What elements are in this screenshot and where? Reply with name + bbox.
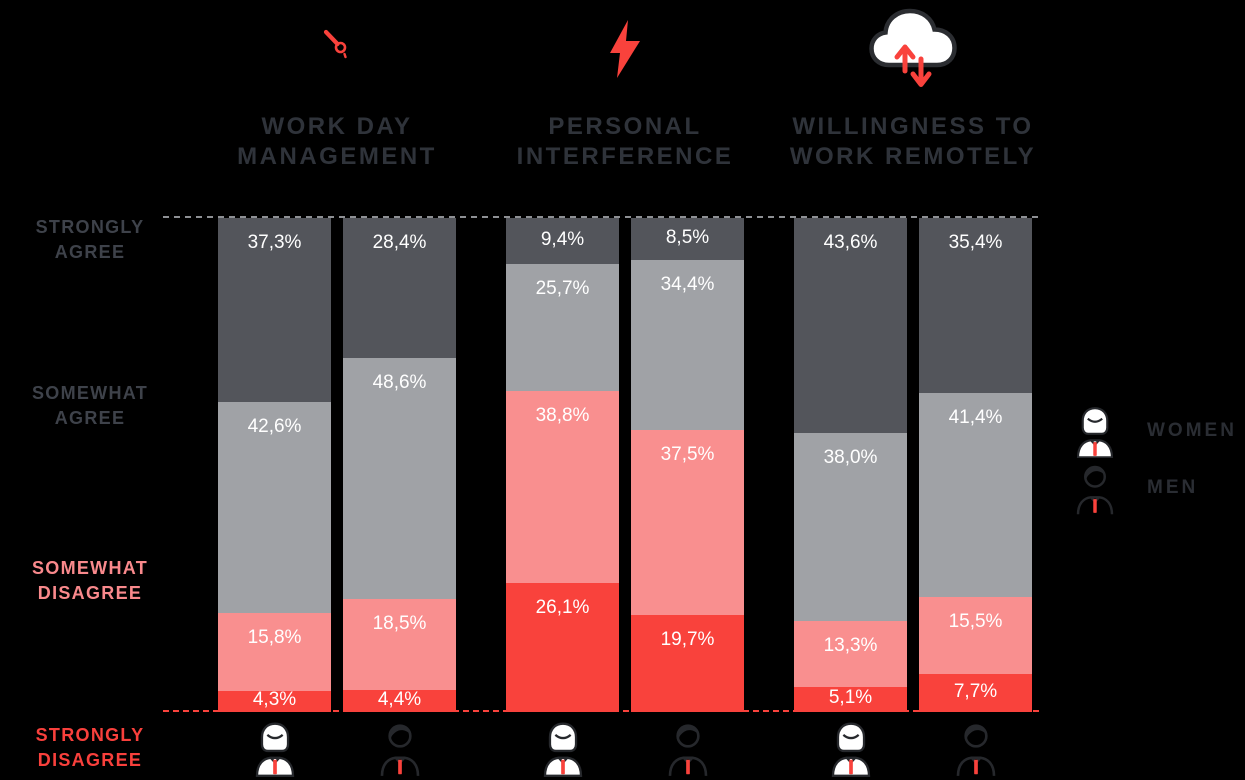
woman-icon-axis-wrap — [828, 721, 874, 780]
value-label: 28,4% — [372, 232, 427, 253]
value-label: 35,4% — [948, 232, 1003, 253]
man-icon — [956, 724, 995, 776]
lightning-icon — [610, 20, 640, 78]
woman-icon — [1076, 407, 1114, 459]
value-label: 37,3% — [247, 232, 302, 253]
segment-somewhat-disagree: 37,5% — [631, 429, 744, 615]
segment-somewhat-disagree: 15,8% — [218, 612, 331, 691]
value-label: 7,7% — [953, 680, 998, 702]
segment-strongly-disagree: 4,3% — [218, 689, 331, 712]
bar-men-0: 28,4% 48,6% 18,5% 4,4% — [343, 218, 456, 712]
value-label: 37,5% — [660, 443, 715, 465]
lightning-icon-wrap — [610, 20, 640, 83]
group-header-2: WILLINGNESS TO WORK REMOTELY — [789, 113, 1037, 170]
segment-somewhat-disagree: 38,8% — [506, 391, 619, 584]
segment-strongly-agree: 9,4% — [506, 218, 619, 265]
row-label-0: STRONGLY AGREE — [35, 217, 145, 262]
woman-icon — [255, 722, 294, 777]
segment-somewhat-agree: 34,4% — [631, 259, 744, 430]
row-label-2: SOMEWHAT DISAGREE — [31, 558, 149, 603]
cloud-sync-icon-wrap — [868, 5, 958, 98]
segment-strongly-agree: 43,6% — [794, 218, 907, 434]
value-label: 5,1% — [828, 687, 873, 709]
value-label: 38,0% — [823, 447, 878, 469]
bar-women-0: 37,3% 42,6% 15,8% 4,3% — [218, 218, 331, 712]
segment-somewhat-disagree: 13,3% — [794, 621, 907, 687]
value-label: 34,4% — [660, 273, 715, 295]
woman-icon-axis-wrap — [252, 721, 298, 780]
cloud-sync-icon — [869, 8, 957, 87]
man-icon-axis-wrap — [377, 721, 423, 780]
man-icon — [668, 724, 707, 776]
value-label: 4,4% — [377, 689, 422, 711]
segment-strongly-agree: 28,4% — [343, 218, 456, 359]
man-icon-axis-wrap — [953, 721, 999, 780]
segment-somewhat-agree: 38,0% — [794, 433, 907, 622]
value-label: 15,5% — [948, 611, 1003, 633]
man-icon-legend-wrap — [1072, 463, 1118, 520]
segment-strongly-agree: 37,3% — [218, 218, 331, 403]
clock-hands-icon — [323, 29, 347, 59]
segment-strongly-disagree: 5,1% — [794, 686, 907, 712]
value-label: 41,4% — [948, 406, 1003, 428]
value-label: 48,6% — [372, 372, 427, 394]
value-label: 4,3% — [252, 689, 297, 711]
top-dashed-line — [163, 216, 1040, 218]
value-label: 13,3% — [823, 635, 878, 657]
clock-hands-icon-wrap — [321, 26, 353, 67]
legend-label-men: MEN — [1147, 477, 1199, 498]
bar-men-1: 8,5% 34,4% 37,5% 19,7% — [631, 218, 744, 712]
segment-somewhat-disagree: 18,5% — [343, 598, 456, 691]
value-label: 38,8% — [535, 405, 590, 427]
segment-strongly-disagree: 4,4% — [343, 689, 456, 712]
woman-icon-axis-wrap — [540, 721, 586, 780]
segment-strongly-agree: 8,5% — [631, 218, 744, 260]
value-label: 43,6% — [823, 232, 878, 253]
bar-women-1: 9,4% 25,7% 38,8% 26,1% — [506, 218, 619, 712]
legend-label-women: WOMEN — [1147, 420, 1237, 441]
segment-somewhat-disagree: 15,5% — [919, 597, 1032, 674]
value-label: 15,8% — [247, 626, 302, 648]
row-label-1: SOMEWHAT AGREE — [31, 383, 149, 428]
man-icon-axis-wrap — [665, 721, 711, 780]
segment-somewhat-agree: 48,6% — [343, 358, 456, 599]
group-header-1: PERSONAL INTERFERENCE — [516, 113, 734, 170]
value-label: 9,4% — [540, 229, 585, 251]
segment-somewhat-agree: 41,4% — [919, 392, 1032, 598]
value-label: 26,1% — [535, 597, 590, 619]
bar-women-2: 43,6% 38,0% 13,3% 5,1% — [794, 218, 907, 712]
value-label: 8,5% — [665, 226, 710, 248]
man-icon — [1076, 465, 1114, 515]
segment-somewhat-agree: 42,6% — [218, 402, 331, 613]
bottom-dashed-line — [163, 710, 1040, 712]
segment-strongly-disagree: 7,7% — [919, 673, 1032, 712]
man-icon — [380, 724, 419, 776]
woman-icon — [831, 722, 870, 777]
value-label: 19,7% — [660, 628, 715, 650]
row-label-3: STRONGLY DISAGREE — [35, 725, 145, 770]
bar-men-2: 35,4% 41,4% 15,5% 7,7% — [919, 218, 1032, 712]
value-label: 25,7% — [535, 278, 590, 300]
segment-somewhat-agree: 25,7% — [506, 264, 619, 392]
segment-strongly-disagree: 19,7% — [631, 614, 744, 712]
segment-strongly-disagree: 26,1% — [506, 583, 619, 712]
group-header-0: WORK DAY MANAGEMENT — [237, 113, 437, 170]
woman-icon-legend-wrap — [1072, 406, 1118, 463]
woman-icon — [543, 722, 582, 777]
value-label: 42,6% — [247, 416, 302, 438]
segment-strongly-agree: 35,4% — [919, 218, 1032, 393]
value-label: 18,5% — [372, 612, 427, 634]
